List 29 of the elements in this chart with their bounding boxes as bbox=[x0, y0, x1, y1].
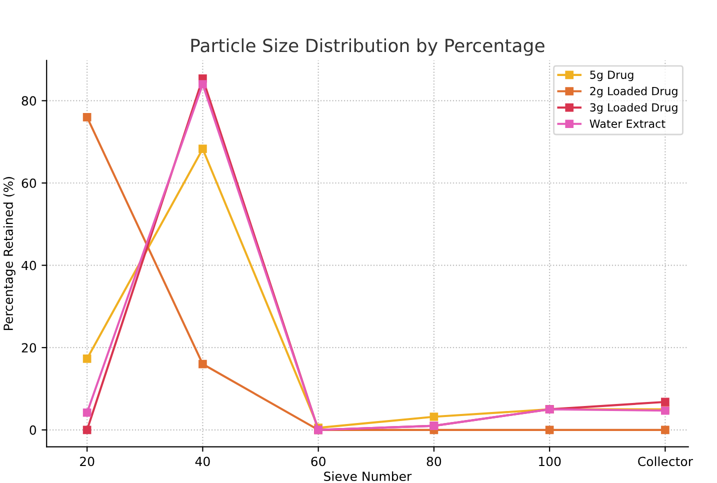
point bbox=[198, 80, 207, 88]
x-tick-label: 40 bbox=[195, 456, 210, 466]
point bbox=[82, 354, 92, 363]
legend-label: 5g Drug bbox=[590, 70, 634, 82]
point bbox=[661, 398, 670, 406]
x-tick-label: 60 bbox=[311, 456, 326, 466]
x-tick-label: Collector bbox=[638, 456, 693, 466]
x-tick-label: 100 bbox=[539, 456, 561, 466]
y-tick-label: 60 bbox=[22, 178, 36, 188]
legend-label: Water Extract bbox=[590, 120, 666, 128]
y-tick-label: 40 bbox=[22, 260, 36, 270]
x-tick-label: 20 bbox=[80, 456, 94, 466]
point bbox=[430, 412, 438, 421]
point bbox=[198, 360, 207, 368]
chart-title: Particle Size Distribution by Percentage bbox=[191, 38, 544, 56]
point bbox=[198, 144, 207, 154]
point bbox=[661, 426, 670, 434]
y-tick-label: 80 bbox=[22, 96, 36, 106]
x-tick-label: 80 bbox=[426, 456, 442, 466]
point bbox=[82, 408, 92, 417]
y-axis-title: Percentage Retained (%) bbox=[3, 177, 16, 330]
legend-label: 2g Loaded Drug bbox=[590, 86, 678, 98]
y-tick-label: 20 bbox=[22, 343, 36, 353]
point bbox=[82, 112, 92, 122]
x-axis-title: Sieve Number bbox=[324, 471, 412, 482]
legend-label: 3g Loaded Drug bbox=[590, 102, 678, 114]
y-tick-label: 0 bbox=[30, 425, 36, 435]
point bbox=[82, 426, 92, 434]
point bbox=[545, 426, 554, 434]
